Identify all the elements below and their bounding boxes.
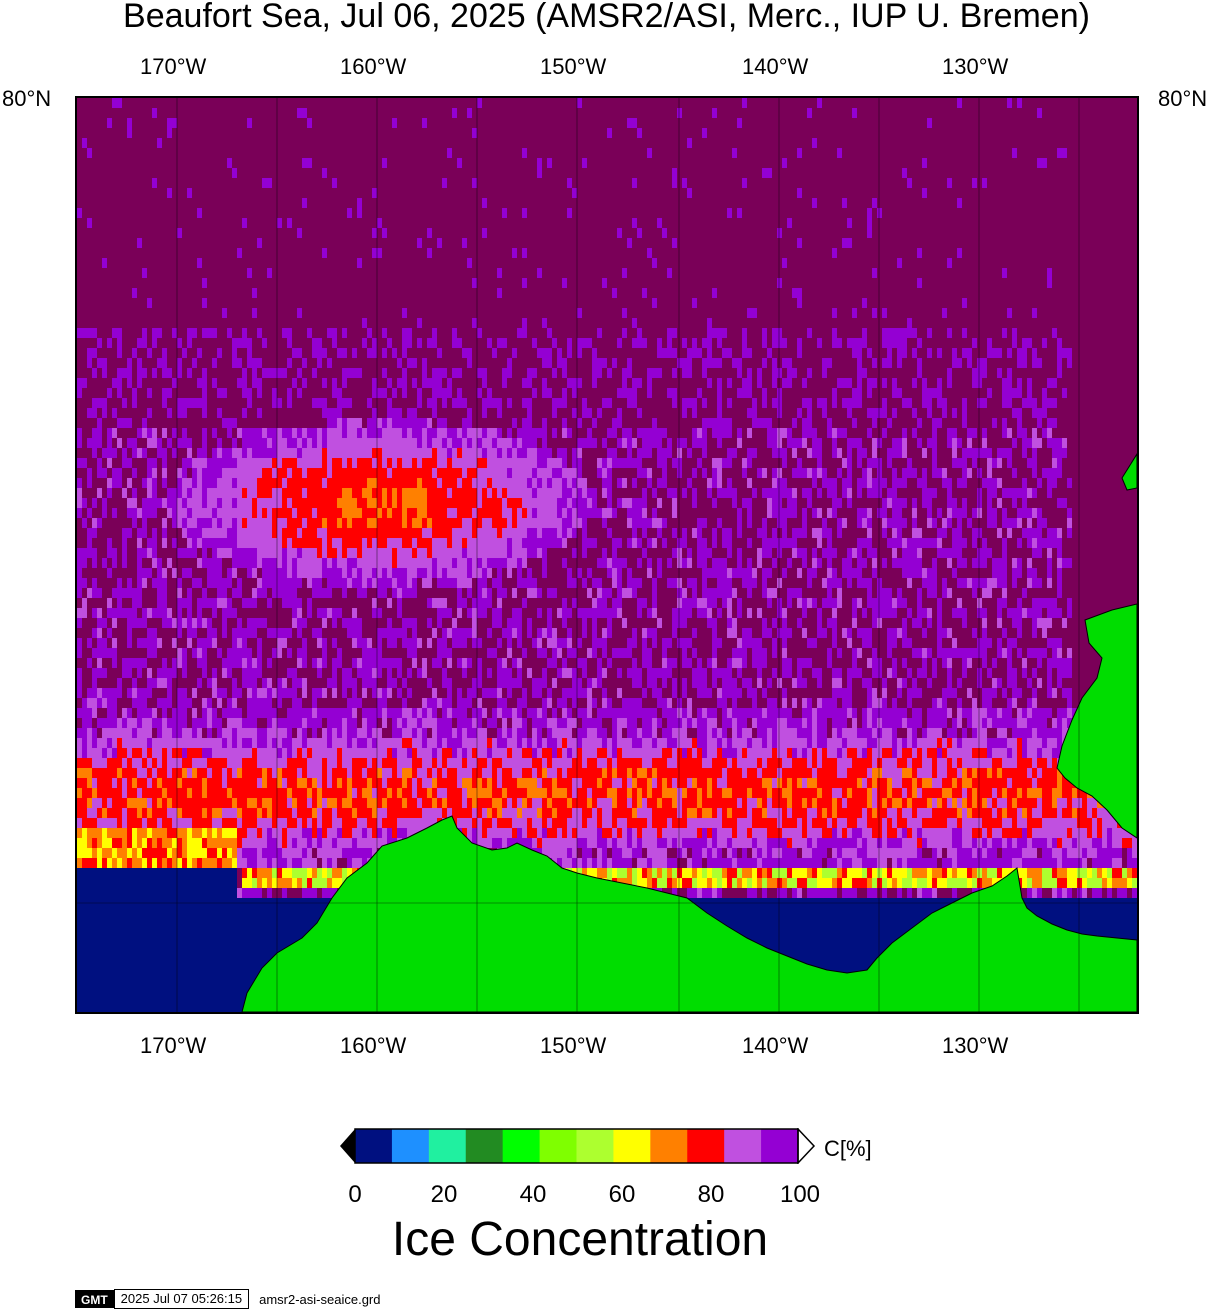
lon-label-bottom-140w: 140°W xyxy=(742,1033,808,1059)
colorbar-tick-40: 40 xyxy=(503,1181,563,1209)
colorbar-segment xyxy=(687,1129,724,1163)
colorbar xyxy=(340,1128,820,1164)
ice-concentration-map xyxy=(75,96,1139,1014)
lon-label-bottom-170w: 170°W xyxy=(140,1033,206,1059)
colorbar-segment xyxy=(540,1129,577,1163)
footer: GMT 2025 Jul 07 05:26:15 amsr2-asi-seaic… xyxy=(75,1289,380,1309)
ice-concentration-grid xyxy=(77,98,1137,1012)
colorbar-segment xyxy=(577,1129,614,1163)
colorbar-tick-100: 100 xyxy=(770,1181,830,1209)
colorbar-tick-60: 60 xyxy=(592,1181,652,1209)
colorbar-title: Ice Concentration xyxy=(0,1210,1160,1270)
lat-label-right-80n: 80°N xyxy=(1158,86,1207,112)
colorbar-segment xyxy=(503,1129,540,1163)
timestamp: 2025 Jul 07 05:26:15 xyxy=(114,1289,249,1309)
lon-label-top-130w: 130°W xyxy=(942,54,1008,80)
filename: amsr2-asi-seaice.grd xyxy=(259,1292,380,1307)
map-title: Beaufort Sea, Jul 06, 2025 (AMSR2/ASI, M… xyxy=(0,0,1213,36)
colorbar-segment xyxy=(466,1129,503,1163)
lon-label-top-160w: 160°W xyxy=(340,54,406,80)
colorbar-segment xyxy=(355,1129,392,1163)
colorbar-tick-0: 0 xyxy=(325,1181,385,1209)
colorbar-segment xyxy=(392,1129,429,1163)
lon-label-bottom-160w: 160°W xyxy=(340,1033,406,1059)
colorbar-segment xyxy=(429,1129,466,1163)
colorbar-unit-label: C[%] xyxy=(824,1136,872,1162)
gmt-logo: GMT xyxy=(75,1290,114,1308)
colorbar-segment xyxy=(724,1129,761,1163)
lat-label-left-80n: 80°N xyxy=(2,86,51,112)
lon-label-bottom-130w: 130°W xyxy=(942,1033,1008,1059)
colorbar-segment xyxy=(761,1129,798,1163)
lon-label-bottom-150w: 150°W xyxy=(540,1033,606,1059)
lon-label-top-170w: 170°W xyxy=(140,54,206,80)
colorbar-tick-20: 20 xyxy=(414,1181,474,1209)
colorbar-segment xyxy=(613,1129,650,1163)
colorbar-tick-80: 80 xyxy=(681,1181,741,1209)
colorbar-segment xyxy=(650,1129,687,1163)
lon-label-top-140w: 140°W xyxy=(742,54,808,80)
lon-label-top-150w: 150°W xyxy=(540,54,606,80)
